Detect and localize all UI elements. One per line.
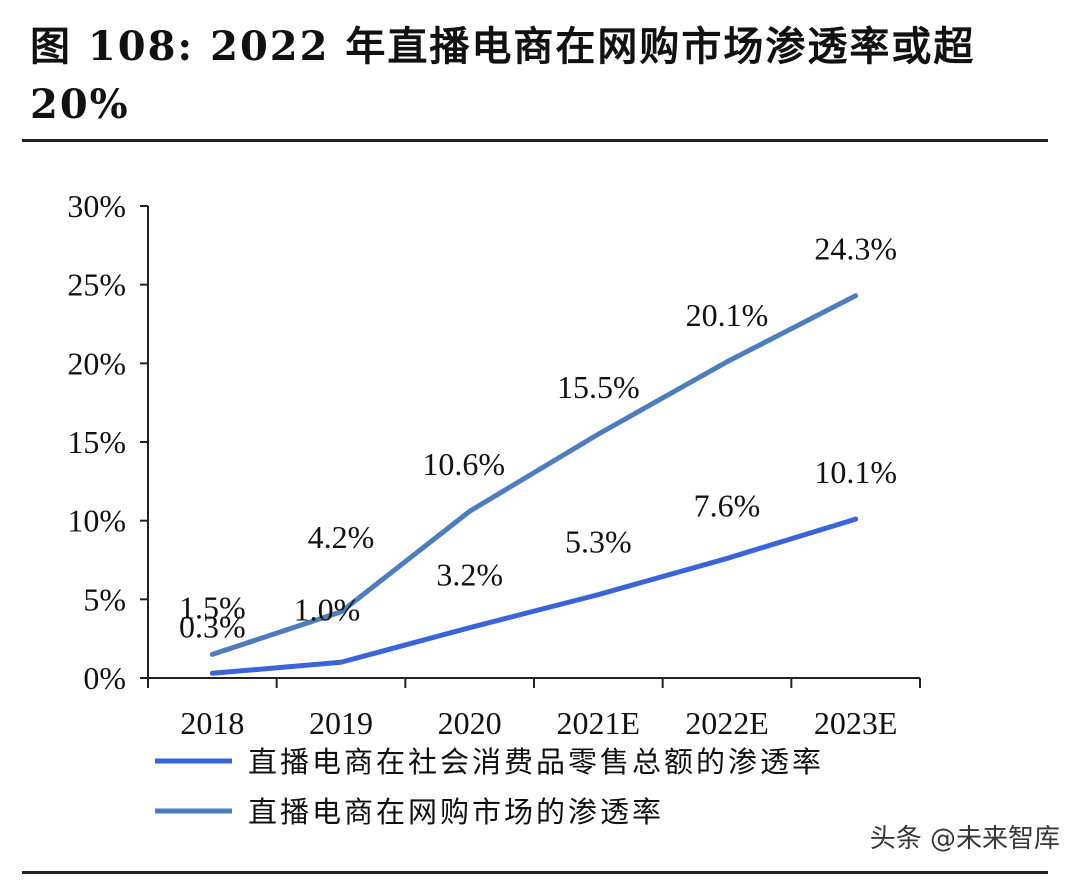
top-rule	[22, 139, 1048, 142]
series-line-1	[209, 293, 859, 657]
data-label: 0.3%	[179, 608, 246, 644]
y-axis-labels: 0% 5% 10% 15% 20% 25% 30%	[67, 188, 126, 696]
x-tick-label: 2019	[309, 705, 373, 741]
data-label: 4.2%	[308, 519, 375, 555]
data-label: 10.6%	[422, 446, 505, 482]
data-label: 1.0%	[294, 591, 361, 627]
watermark: 头条 @未来智库	[869, 824, 1060, 854]
y-tick-label: 5%	[83, 581, 126, 617]
y-tick-label: 20%	[67, 345, 126, 381]
data-label: 3.2%	[436, 557, 503, 593]
y-tick-label: 30%	[67, 188, 126, 224]
bottom-rule	[22, 871, 1048, 874]
data-label: 7.6%	[694, 487, 761, 523]
x-axis-labels: 2018 2019 2020 2021E 2022E 2023E	[180, 705, 897, 741]
x-tick-label: 2021E	[557, 705, 641, 741]
y-tick-label: 10%	[67, 503, 126, 539]
data-label: 1.5%	[179, 589, 246, 625]
y-tick-label: 15%	[67, 424, 126, 460]
legend: 直播电商在社会消费品零售总额的渗透率 直播电商在网购市场的渗透率	[155, 745, 824, 829]
x-tick-label: 2022E	[685, 705, 769, 741]
series-lines	[209, 293, 859, 676]
y-tick-label: 25%	[67, 267, 126, 303]
x-tick-label: 2023E	[814, 705, 898, 741]
data-label: 20.1%	[686, 297, 769, 333]
legend-label-online: 直播电商在网购市场的渗透率	[248, 795, 664, 829]
x-tick-label: 2020	[438, 705, 502, 741]
data-labels: 0.3% 1.0% 3.2% 5.3% 7.6% 10.1% 1.5% 4.2% 10.6% 15…	[179, 231, 897, 645]
data-label: 24.3%	[814, 231, 897, 267]
data-label: 10.1%	[814, 454, 897, 490]
legend-label-social: 直播电商在社会消费品零售总额的渗透率	[248, 745, 824, 779]
data-label: 5.3%	[565, 524, 632, 560]
y-tick-label: 0%	[83, 660, 126, 696]
x-tick-label: 2018	[180, 705, 244, 741]
chart-title: 图 108: 2022 年直播电商在网购市场渗透率或超 20%	[30, 23, 976, 128]
series-line-0	[209, 516, 859, 676]
data-label: 15.5%	[557, 369, 640, 405]
axes	[140, 205, 921, 688]
